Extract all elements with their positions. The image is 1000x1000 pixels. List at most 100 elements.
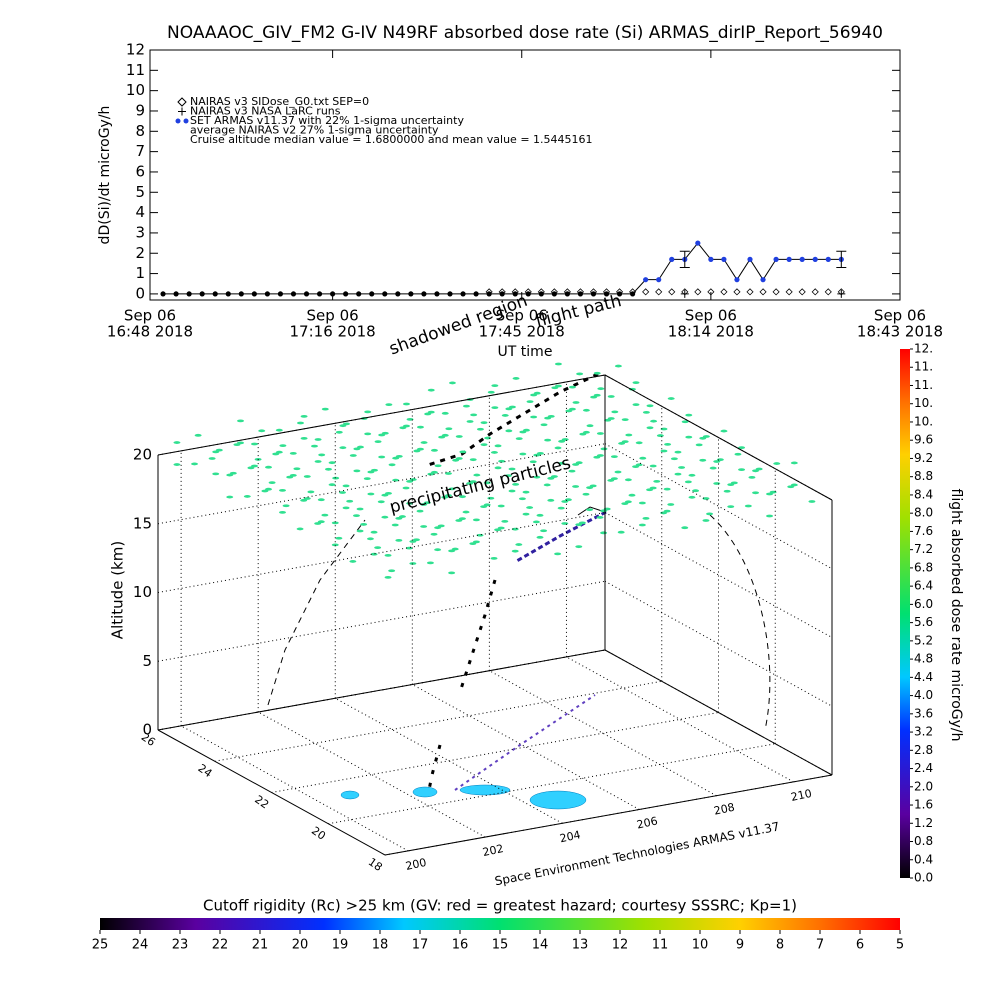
particle-decoration (317, 498, 325, 502)
point (760, 277, 766, 283)
particle-decoration (472, 540, 480, 544)
particle-decoration (466, 420, 474, 423)
particle-decoration (790, 483, 798, 487)
particle-decoration (310, 444, 318, 448)
particle-decoration (434, 464, 442, 468)
particle-decoration (420, 525, 428, 528)
particle-decoration (720, 429, 728, 433)
particle-decoration (730, 481, 738, 485)
particle-decoration (706, 512, 714, 516)
particle-decoration (406, 501, 414, 505)
box-edge (604, 374, 833, 501)
legend-note: Cruise altitude median value = 1.6800000… (190, 133, 593, 146)
particle-decoration (582, 492, 590, 496)
colorbar-tick-label: 0.8 (914, 834, 933, 848)
particle-decoration (226, 495, 234, 499)
particle-decoration (515, 437, 523, 441)
x-tick-label: 208 (713, 801, 736, 818)
point (303, 291, 310, 297)
particle-decoration (561, 522, 569, 525)
particle-decoration (624, 500, 632, 504)
point (824, 288, 832, 296)
particle-decoration (328, 461, 336, 465)
particle-decoration (364, 432, 372, 436)
y-tick-label: 20 (309, 824, 328, 843)
grid-line (157, 512, 606, 593)
particle-decoration (251, 464, 259, 468)
point (656, 277, 662, 283)
particle-decoration (511, 549, 519, 553)
particle-decoration (391, 523, 399, 527)
particle-decoration (441, 433, 449, 437)
particle-decoration (621, 418, 629, 422)
legend-marker (183, 118, 189, 124)
particle-decoration (487, 496, 495, 500)
z-tick-label: 10 (133, 583, 152, 601)
particle-decoration (501, 519, 509, 523)
particle-decoration (526, 400, 534, 403)
particle-decoration (497, 526, 505, 530)
particle-decoration (416, 509, 424, 513)
particle-decoration (773, 462, 781, 465)
particle-decoration (314, 460, 322, 463)
particle-decoration (427, 388, 435, 392)
point (186, 291, 192, 297)
particle-decoration (501, 414, 509, 417)
particle-decoration (540, 529, 548, 533)
box-edge (157, 374, 606, 456)
particle-decoration (635, 463, 643, 467)
point (642, 288, 650, 296)
particle-decoration (586, 508, 594, 512)
particle-decoration (512, 482, 520, 486)
particle-decoration (664, 442, 672, 446)
legend-label: NAIRAS v3 SIDose_G0.txt SEP=0 (190, 95, 369, 108)
point (264, 291, 270, 297)
y-tick-label: 3 (135, 223, 145, 241)
point (277, 291, 284, 297)
particle-decoration (430, 532, 438, 536)
point (160, 291, 166, 297)
particle-decoration (448, 487, 456, 491)
particle-decoration (384, 575, 392, 579)
particle-decoration (678, 466, 686, 469)
particle-decoration (589, 484, 597, 488)
particle-decoration (688, 473, 696, 477)
point (786, 256, 792, 262)
grid-line (566, 656, 794, 783)
particle-decoration (317, 520, 325, 524)
colorbar-tick-label: 3.2 (914, 725, 933, 739)
particle-decoration (420, 441, 428, 444)
particle-decoration (554, 384, 562, 388)
particle-decoration (564, 498, 572, 502)
particle-decoration (498, 459, 506, 463)
flight-path-decoration (267, 372, 771, 796)
particle-decoration (578, 521, 586, 525)
particle-decoration (448, 571, 456, 575)
particle-decoration (409, 562, 417, 565)
colorbar-tick-label: 4.4 (914, 670, 933, 684)
particle-decoration (576, 372, 584, 376)
particle-decoration (300, 414, 308, 418)
particle-decoration (388, 569, 396, 573)
z-tick-label: 0 (142, 721, 152, 739)
particle-decoration (296, 527, 304, 531)
colorbar-tick-label: 18 (372, 938, 389, 953)
particle-decoration (716, 458, 724, 462)
legend-marker (178, 107, 186, 116)
y-tick-label: 9 (135, 101, 145, 119)
y-tick-label: 12 (126, 41, 145, 59)
colorbar-tick-label: 1.2 (914, 816, 933, 830)
particle-decoration (349, 454, 357, 457)
particle-decoration (611, 410, 619, 414)
particle-decoration (529, 460, 537, 464)
particle-decoration (515, 543, 523, 546)
particle-decoration (561, 438, 569, 441)
particle-decoration (642, 411, 650, 414)
point (447, 291, 453, 297)
grid-line (214, 680, 662, 762)
particle-decoration (381, 515, 389, 519)
particle-decoration (494, 466, 502, 470)
colorbar-tick-label: 13 (572, 938, 589, 953)
particle-decoration (483, 503, 491, 507)
point (212, 291, 218, 297)
